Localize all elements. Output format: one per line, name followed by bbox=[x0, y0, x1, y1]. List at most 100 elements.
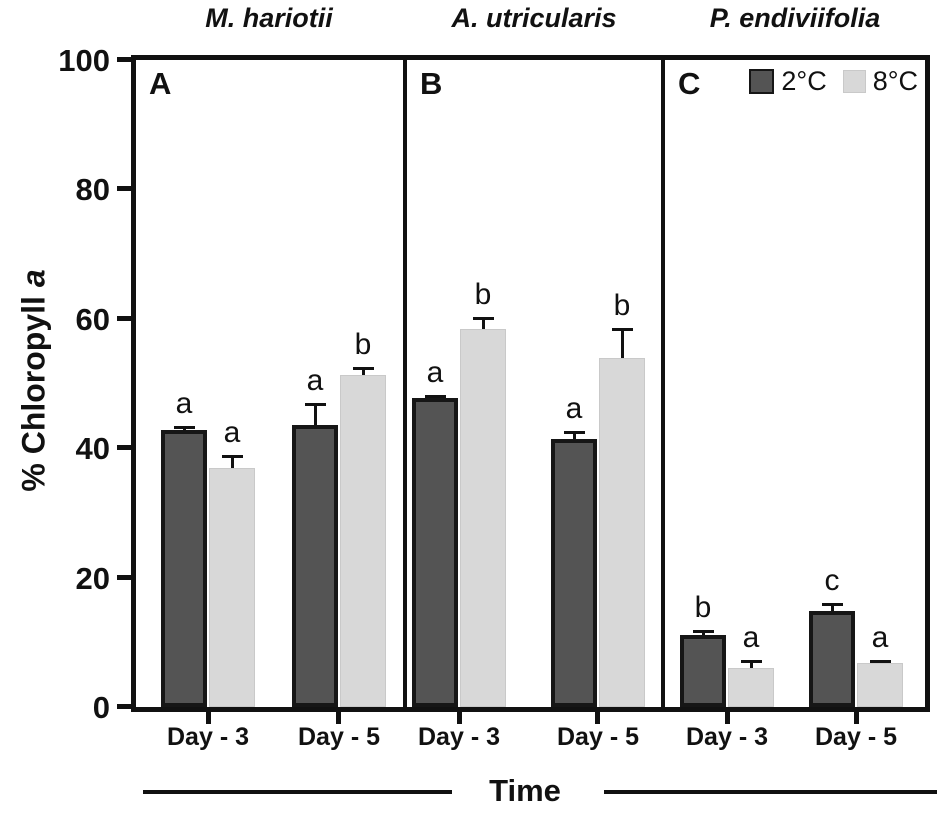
x-axis-tick bbox=[206, 712, 211, 724]
error-bar-cap bbox=[424, 395, 446, 398]
y-axis-tick-label: 20 bbox=[75, 560, 110, 596]
error-bar-cap bbox=[740, 660, 762, 663]
y-axis-tick bbox=[117, 574, 131, 580]
error-bar-cap bbox=[221, 455, 243, 458]
error-bar-cap bbox=[563, 431, 585, 434]
error-bar-stem bbox=[361, 367, 365, 375]
bar-2c: a bbox=[412, 358, 458, 707]
significance-letter: b bbox=[474, 278, 492, 311]
legend-label-2c: 2°C bbox=[781, 66, 827, 96]
error-bar-stem bbox=[749, 660, 753, 668]
x-axis-title: Time bbox=[489, 773, 561, 808]
y-axis-title-italic-a: a bbox=[15, 269, 52, 288]
error-bar-stem bbox=[620, 328, 624, 358]
y-axis-tick bbox=[117, 186, 131, 192]
significance-letter: b bbox=[613, 289, 631, 322]
bar-fill bbox=[680, 635, 726, 707]
y-axis-tick bbox=[117, 57, 131, 62]
bar-2c: c bbox=[809, 566, 855, 707]
significance-letter: c bbox=[824, 564, 840, 597]
x-category-label: Day - 3 bbox=[167, 723, 249, 751]
x-axis-tick bbox=[457, 712, 462, 724]
significance-letter: a bbox=[565, 392, 583, 425]
error-bar-stem bbox=[230, 455, 234, 468]
x-category-label: Day - 5 bbox=[298, 723, 380, 751]
bar-8c: a bbox=[857, 623, 903, 707]
legend-swatch-2c bbox=[749, 69, 775, 94]
panel-a-letter: A bbox=[149, 66, 172, 101]
significance-letter: a bbox=[871, 621, 889, 654]
bar-2c: b bbox=[680, 593, 726, 707]
legend-item-2c: 2°C bbox=[749, 66, 827, 97]
y-axis-tick bbox=[117, 445, 131, 451]
bar-2c: a bbox=[292, 366, 338, 707]
bar-2c: a bbox=[161, 389, 207, 707]
significance-letter: b bbox=[694, 591, 712, 624]
time-axis-line-left bbox=[143, 790, 452, 794]
y-axis-tick-label: 80 bbox=[75, 172, 110, 208]
error-bar-stem bbox=[481, 317, 485, 329]
bar-fill bbox=[551, 439, 597, 707]
legend-item-8c: 8°C bbox=[842, 66, 918, 97]
time-axis-line-right bbox=[604, 790, 937, 794]
error-bar-stem bbox=[830, 603, 834, 611]
legend-swatch-8c bbox=[842, 70, 866, 93]
bar-fill bbox=[412, 398, 458, 707]
bar-8c: a bbox=[209, 418, 255, 707]
x-axis-tick bbox=[725, 712, 730, 724]
significance-letter: a bbox=[306, 364, 324, 397]
bar-fill bbox=[460, 329, 506, 707]
bar-fill bbox=[340, 375, 386, 707]
bar-fill bbox=[809, 611, 855, 707]
bar-2c: a bbox=[551, 394, 597, 707]
x-category-label: Day - 3 bbox=[418, 723, 500, 751]
x-category-label: Day - 5 bbox=[815, 723, 897, 751]
bar-fill bbox=[857, 663, 903, 707]
bar-fill bbox=[209, 468, 255, 707]
panel-c-letter: C bbox=[678, 66, 701, 101]
error-bar-stem bbox=[572, 431, 576, 439]
bar-8c: a bbox=[728, 623, 774, 707]
y-axis-tick-label: 0 bbox=[92, 690, 110, 725]
y-axis-tick-label: 40 bbox=[75, 431, 110, 467]
error-bar-cap bbox=[692, 630, 714, 633]
panel-b-species-title: A. utricularis bbox=[451, 3, 617, 33]
error-bar-cap bbox=[173, 426, 195, 429]
bar-8c: b bbox=[340, 330, 386, 707]
x-axis-tick bbox=[854, 712, 859, 724]
y-axis-tick-label: 100 bbox=[58, 43, 110, 78]
bar-fill bbox=[728, 668, 774, 707]
panel-divider-b-c bbox=[661, 60, 665, 707]
significance-letter: a bbox=[742, 621, 760, 654]
error-bar-cap bbox=[352, 367, 374, 370]
significance-letter: a bbox=[175, 387, 193, 420]
panel-b-letter: B bbox=[420, 66, 443, 101]
legend: 2°C 8°C bbox=[749, 66, 918, 97]
panel-divider-a-b bbox=[403, 60, 407, 707]
y-axis-title: % Chloropyll a bbox=[16, 181, 53, 581]
y-axis-tick bbox=[117, 704, 131, 709]
error-bar-stem bbox=[313, 403, 317, 425]
significance-letter: a bbox=[426, 356, 444, 389]
error-bar-cap bbox=[472, 317, 494, 320]
bar-fill bbox=[599, 358, 645, 707]
error-bar-cap bbox=[869, 660, 891, 663]
panel-a-species-title: M. hariotii bbox=[205, 3, 333, 33]
bar-8c: b bbox=[599, 291, 645, 707]
y-axis-tick bbox=[117, 315, 131, 321]
significance-letter: a bbox=[223, 416, 241, 449]
x-category-label: Day - 5 bbox=[557, 723, 639, 751]
x-axis-tick bbox=[336, 712, 341, 724]
error-bar-cap bbox=[821, 603, 843, 606]
x-axis-tick bbox=[595, 712, 600, 724]
